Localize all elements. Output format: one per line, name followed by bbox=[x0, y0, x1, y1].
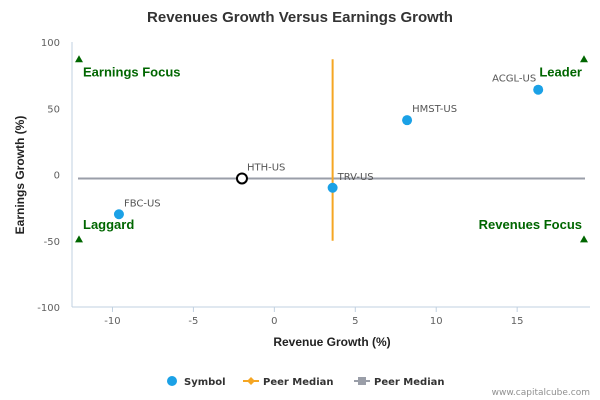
y-ticks: 100 50 0 -50 -100 bbox=[37, 38, 60, 314]
point-label-trv-us: TRV-US bbox=[337, 172, 374, 183]
quadrant-marker bbox=[75, 235, 83, 243]
y-tick-label: -50 bbox=[44, 237, 60, 248]
legend-item-1-label: Symbol bbox=[184, 377, 226, 388]
chart-title: Revenues Growth Versus Earnings Growth bbox=[147, 9, 453, 26]
point-hth-us bbox=[235, 172, 248, 185]
median-lines bbox=[78, 59, 585, 241]
point-label-hmst-us: HMST-US bbox=[412, 104, 457, 115]
x-tick-label: 10 bbox=[430, 316, 443, 327]
legend-item-2-symbol bbox=[247, 377, 255, 385]
legend-item-1-symbol bbox=[167, 376, 177, 386]
points bbox=[113, 84, 544, 220]
quadrant-label-laggard: Laggard bbox=[83, 217, 134, 232]
point-labels: ACGL-US HMST-US HTH-US TRV-US FBC-US bbox=[124, 74, 536, 210]
point-hmst-us bbox=[402, 115, 413, 126]
point-label-acgl-us: ACGL-US bbox=[492, 74, 536, 85]
point-label-fbc-us: FBC-US bbox=[124, 198, 161, 209]
x-tick-label: 15 bbox=[511, 316, 524, 327]
quadrant-marker bbox=[580, 235, 588, 243]
x-tick-label: 5 bbox=[352, 316, 358, 327]
x-axis-label: Revenue Growth (%) bbox=[273, 335, 390, 349]
y-tick-label: 0 bbox=[54, 171, 60, 182]
point-acgl-us bbox=[533, 84, 544, 95]
x-tick-label: 0 bbox=[271, 316, 277, 327]
x-ticks: -10 -5 0 5 10 15 bbox=[104, 307, 524, 327]
y-axis-label: Earnings Growth (%) bbox=[13, 116, 27, 235]
point-fbc-us bbox=[113, 209, 124, 220]
legend-item-3-symbol bbox=[358, 377, 366, 385]
y-tick-label: 50 bbox=[47, 104, 60, 115]
point-trv-us bbox=[327, 182, 338, 193]
quadrant-label-revenues-focus: Revenues Focus bbox=[479, 217, 582, 232]
quadrant-label-earnings-focus: Earnings Focus bbox=[83, 64, 181, 79]
legend: Symbol Peer Median Peer Median bbox=[167, 376, 445, 388]
x-tick-label: -10 bbox=[104, 316, 120, 327]
y-tick-label: 100 bbox=[41, 38, 60, 49]
quadrant-label-leader: Leader bbox=[539, 64, 582, 79]
legend-item-2-label: Peer Median bbox=[263, 377, 334, 388]
point-label-hth-us: HTH-US bbox=[247, 162, 285, 173]
quadrant-labels: Earnings Focus Leader Laggard Revenues Focu… bbox=[83, 64, 582, 231]
quadrant-marker bbox=[75, 55, 83, 63]
legend-item-3-label: Peer Median bbox=[374, 377, 445, 388]
quadrant-markers bbox=[75, 55, 588, 243]
credit-text: www.capitalcube.com bbox=[492, 388, 590, 398]
x-tick-label: -5 bbox=[188, 316, 198, 327]
axes bbox=[71, 42, 590, 308]
y-tick-label: -100 bbox=[37, 303, 60, 314]
quadrant-marker bbox=[580, 55, 588, 63]
